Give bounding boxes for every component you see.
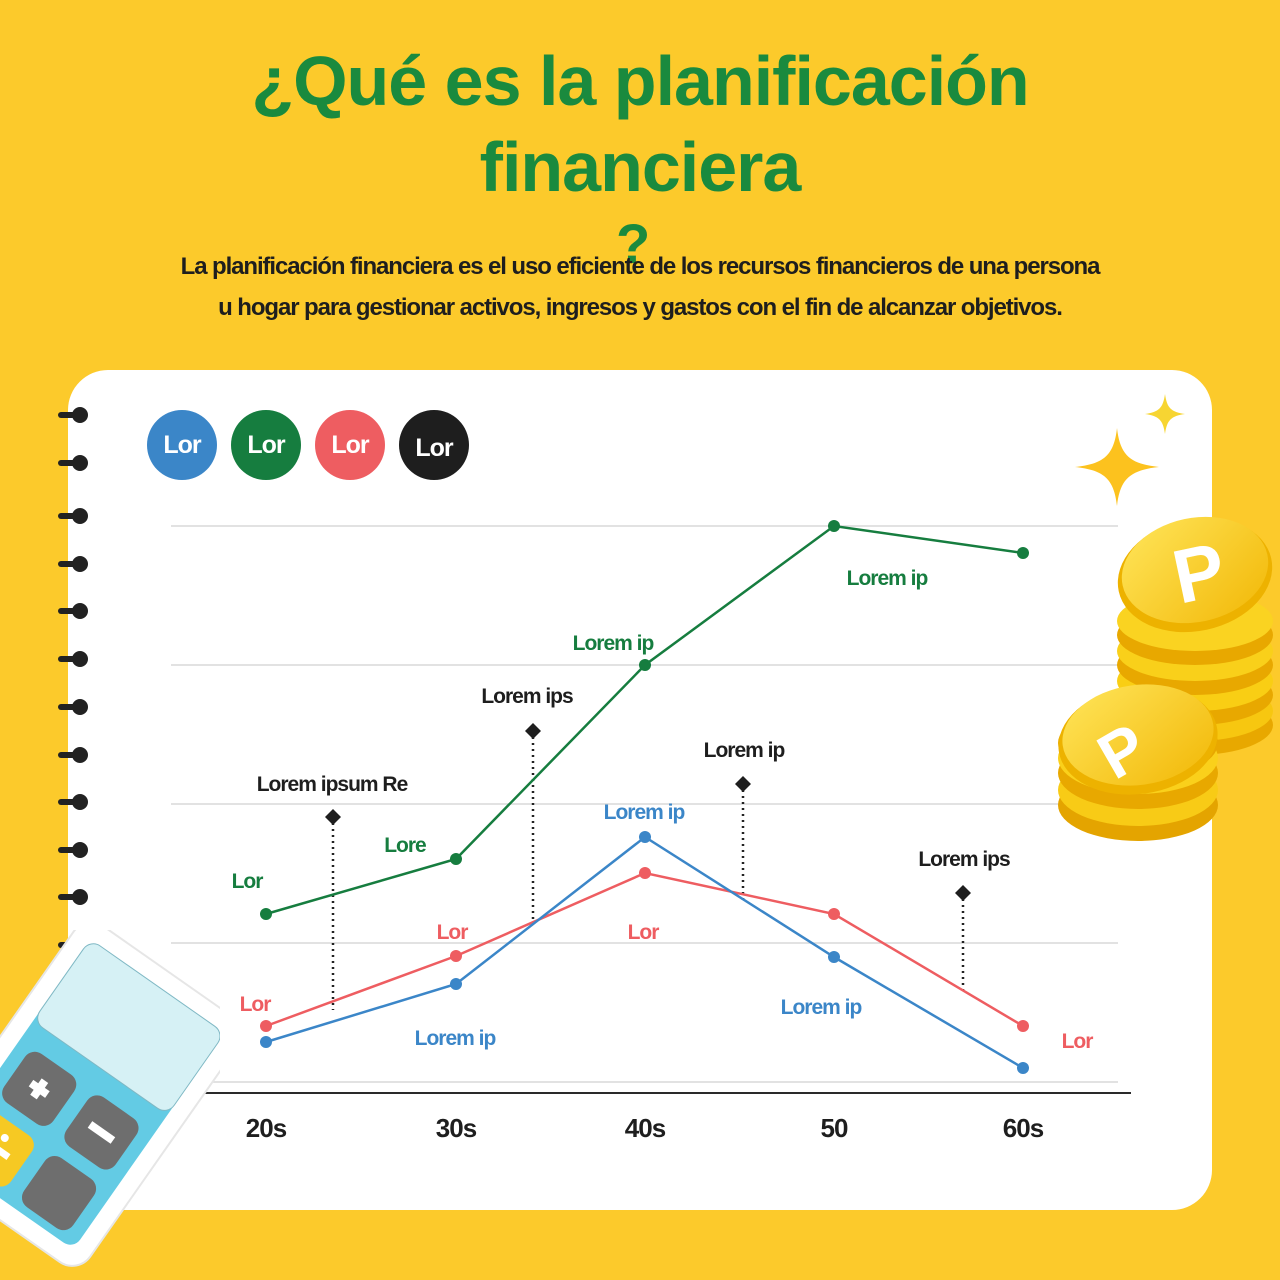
spiral-ring [58, 508, 90, 524]
x-tick-label: 20s [246, 1113, 287, 1143]
data-label: Lorem ip [573, 632, 654, 655]
data-point [260, 1036, 272, 1048]
legend-label: Lor [163, 430, 201, 459]
spiral-ring [58, 455, 90, 471]
title-question-mark: ? [616, 212, 650, 275]
description-line-2: u hogar para gestionar activos, ingresos… [218, 294, 1063, 321]
legend-item-blue: Lor [147, 410, 217, 480]
data-label: Lorem ip [781, 996, 862, 1019]
data-point [639, 659, 651, 671]
sparkle-icon [1075, 428, 1159, 506]
calculator-icon [0, 930, 220, 1267]
annotation-label: Lorem ip [704, 739, 785, 762]
series-line-red [265, 871, 1024, 1028]
x-tick-label: 40s [625, 1113, 666, 1143]
coin-stack-icon: P P [1058, 516, 1273, 841]
data-point [828, 908, 840, 920]
data-point [828, 520, 840, 532]
description: La planificación financiera es el uso ef… [0, 246, 1280, 328]
data-label: Lor [1062, 1030, 1094, 1053]
legend-label: Lor [247, 430, 285, 459]
legend-label: Lor [331, 430, 369, 459]
data-label: Lorem ip [415, 1027, 496, 1050]
x-tick-label: 60s [1003, 1113, 1044, 1143]
data-point [450, 978, 462, 990]
data-label: Lor [628, 921, 660, 944]
data-point [260, 908, 272, 920]
spiral-ring [58, 603, 90, 619]
data-label: Lor [437, 921, 469, 944]
x-tick-label: 30s [436, 1113, 477, 1143]
x-tick-label: 50 [821, 1113, 848, 1143]
data-point [828, 951, 840, 963]
spiral-ring [58, 842, 90, 858]
title-line-2: financiera [479, 128, 802, 206]
data-point [639, 831, 651, 843]
legend-item-red: Lor [315, 410, 385, 480]
diamond-marker-icon [955, 885, 971, 901]
page-title: ¿Qué es la planificación financiera ? [0, 38, 1280, 274]
diamond-marker-icon [735, 776, 751, 792]
spiral-ring [58, 651, 90, 667]
spiral-ring [58, 747, 90, 763]
data-point [1017, 547, 1029, 559]
chart-legend: Lor Lor Lor Lor [147, 410, 469, 480]
data-label: Lor [240, 993, 272, 1016]
data-label: Lorem ip [847, 567, 928, 590]
small-sparkle-icon [1145, 394, 1185, 434]
spiral-ring [58, 556, 90, 572]
annotation-label: Lorem ips [481, 685, 573, 708]
spiral-ring [58, 889, 90, 905]
data-label: Lore [384, 834, 426, 857]
data-label: Lorem ip [604, 801, 685, 824]
description-line-1: La planificación financiera es el uso ef… [180, 253, 1101, 280]
data-point [450, 853, 462, 865]
spiral-ring [58, 699, 90, 715]
annotation-label: Lorem ips [918, 848, 1010, 871]
spiral-ring [58, 407, 90, 423]
legend-item-green: Lor [231, 410, 301, 480]
spiral-ring [58, 794, 90, 810]
data-point [639, 867, 651, 879]
diamond-marker-icon [325, 809, 341, 825]
data-label: Lor [232, 870, 264, 893]
legend-label: Lor [415, 433, 453, 462]
data-point [1017, 1020, 1029, 1032]
data-point [450, 950, 462, 962]
annotation-label: Lorem ipsum Re [257, 773, 408, 796]
legend-item-black: Lor [399, 410, 469, 480]
title-line-1: ¿Qué es la planificación [251, 42, 1029, 120]
data-point [260, 1020, 272, 1032]
data-point [1017, 1062, 1029, 1074]
diamond-marker-icon [525, 723, 541, 739]
